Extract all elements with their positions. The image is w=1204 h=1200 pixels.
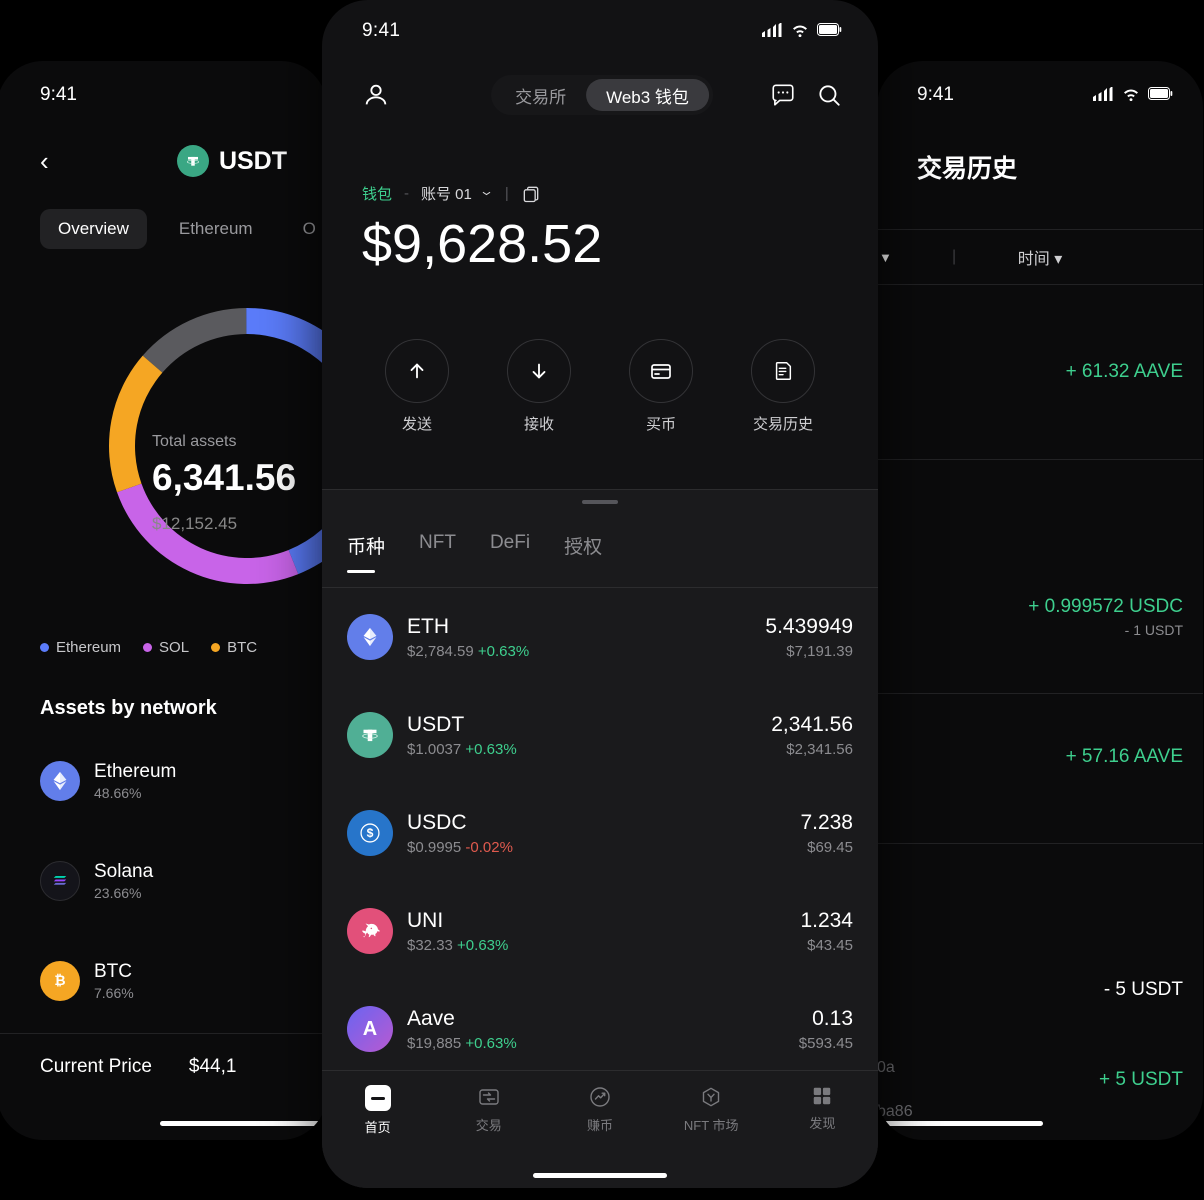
svg-text:₿: ₿ — [54, 973, 65, 988]
svg-text:$: $ — [367, 826, 374, 840]
